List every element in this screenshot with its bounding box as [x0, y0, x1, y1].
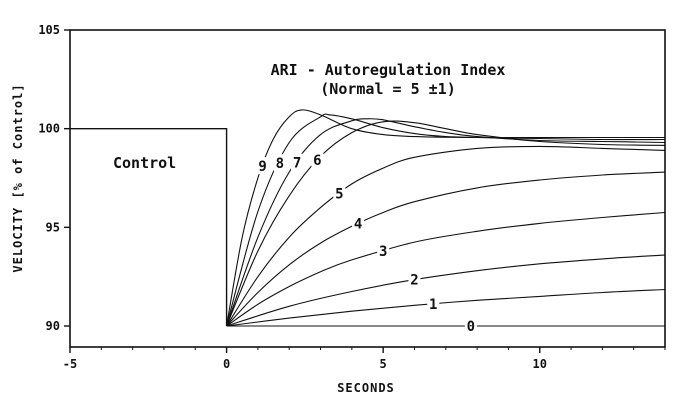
y-axis-ticks: 90 95 100 105	[38, 23, 70, 333]
x-tick-label: 5	[380, 357, 387, 371]
curve-label-2: 2	[410, 273, 418, 289]
curve-label-backdrop	[291, 153, 304, 171]
ari-curve-4	[226, 171, 666, 327]
ari-curve-9	[226, 109, 665, 327]
x-tick-label: 0	[223, 357, 230, 371]
x-axis-ticks: -5 0 5 10	[63, 347, 666, 371]
ari-curve-5	[226, 145, 666, 327]
curve-label-backdrop	[427, 294, 440, 312]
y-tick-label: 90	[46, 319, 60, 333]
curve-label-backdrop	[352, 214, 365, 232]
curve-label-backdrop	[408, 270, 421, 288]
curve-label-9: 9	[258, 159, 266, 175]
plot-frame	[69, 29, 666, 348]
ari-curve-7	[226, 118, 666, 327]
curve-label-5: 5	[335, 186, 343, 202]
curve-label-backdrop	[273, 154, 286, 172]
ari-curve-8	[226, 113, 666, 327]
chart-subtitle: (Normal = 5 ±1)	[320, 80, 455, 98]
y-tick-label: 105	[38, 23, 60, 37]
curve-label-3: 3	[379, 244, 387, 260]
curve-label-backdrop	[464, 317, 477, 334]
curve-label-4: 4	[354, 217, 362, 233]
curve-label-backdrop	[311, 151, 324, 169]
curve-label-8: 8	[276, 156, 284, 172]
ari-curve-3	[226, 211, 666, 327]
ari-curve-2	[226, 254, 666, 327]
x-tick-label: -5	[63, 357, 77, 371]
curves	[226, 109, 666, 327]
chart-title: ARI - Autoregulation Index	[271, 61, 506, 79]
curve-label-0: 0	[467, 319, 475, 335]
control-line	[70, 127, 228, 326]
curve-label-6: 6	[313, 153, 321, 169]
x-tick-label: 10	[533, 357, 547, 371]
y-tick-label: 95	[46, 220, 60, 234]
curve-label-7: 7	[293, 156, 301, 172]
curve-label-1: 1	[429, 297, 437, 313]
curve-label-backdrop	[256, 157, 269, 175]
curve-label-backdrop	[333, 184, 346, 202]
curve-label-backdrop	[377, 242, 390, 260]
ari-curve-6	[226, 120, 666, 327]
control-annotation: Control	[113, 154, 176, 172]
y-axis-title: VELOCITY [% of Control]	[11, 83, 25, 272]
y-tick-label: 100	[38, 122, 60, 136]
ari-curve-1	[226, 288, 666, 327]
x-axis-title: SECONDS	[337, 381, 395, 395]
